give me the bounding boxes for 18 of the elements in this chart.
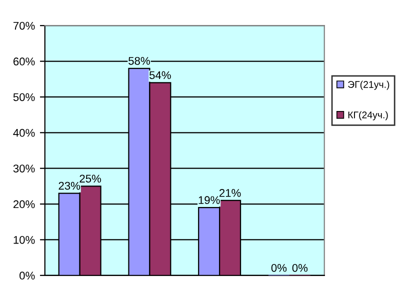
data-label: 54%	[149, 71, 171, 80]
y-tick-label: 40%	[13, 128, 35, 137]
data-label: 0%	[292, 264, 308, 272]
data-label: 25%	[80, 174, 102, 183]
y-tick-label: 10%	[14, 236, 35, 244]
y-tick-label: 30%	[13, 164, 35, 172]
data-label: 0%	[271, 264, 287, 272]
data-label: 23%	[58, 182, 80, 190]
y-tick-label: 20%	[13, 200, 35, 208]
y-tick-label: 70%	[13, 22, 35, 30]
data-label: 21%	[219, 189, 241, 197]
y-tick-label: 60%	[13, 58, 35, 66]
legend-label: КГ(24уч.)	[348, 111, 388, 120]
y-tick-label: 50%	[13, 93, 35, 102]
data-label: 19%	[198, 196, 220, 204]
y-tick-label: 0%	[20, 272, 35, 280]
legend-label: ЭГ(21уч.)	[348, 80, 390, 90]
data-label: 58%	[128, 56, 150, 65]
